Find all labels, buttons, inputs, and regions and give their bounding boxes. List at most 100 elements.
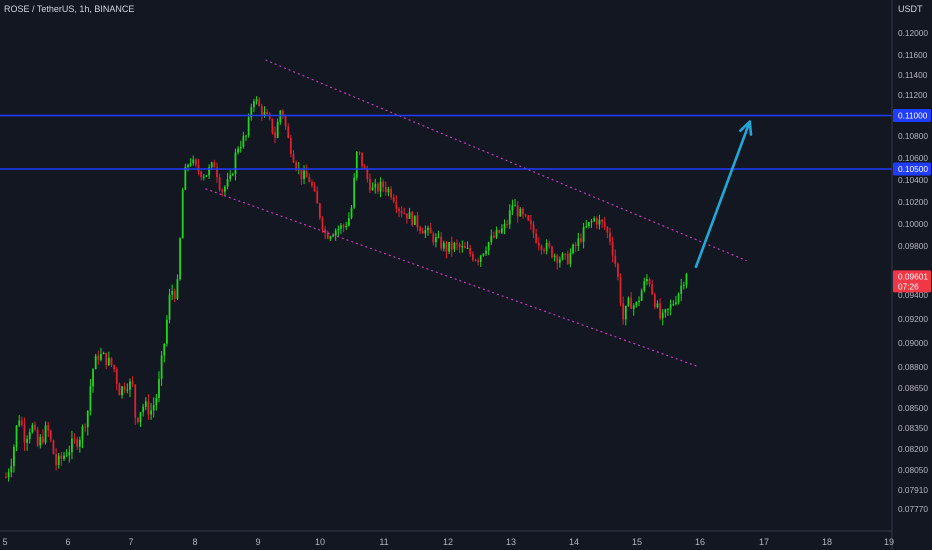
candle-161 [429,223,432,234]
y-tick-label: 0.08200 [898,444,928,454]
candle-174 [464,242,466,249]
candle-47 [129,378,131,398]
candle-236 [627,296,630,307]
candle-112 [300,168,303,185]
channel-upper-line[interactable] [265,59,747,262]
candle-5 [18,415,21,427]
x-tick-label: 6 [65,537,70,547]
y-tick-label: 0.10600 [898,153,928,163]
candle-65 [176,274,179,301]
candle-94 [253,98,255,113]
x-tick-label: 8 [192,537,197,547]
candle-142 [379,177,382,198]
x-tick-label: 16 [695,537,705,547]
candle-23 [65,449,68,457]
candle-245 [651,279,654,296]
y-tick-label: 0.12000 [898,28,928,38]
candle-140 [374,178,377,194]
candle-123 [329,235,332,241]
candle-204 [543,247,545,254]
y-tick-label: 0.10800 [898,131,928,141]
candle-114 [305,164,308,178]
candle-6 [20,416,23,427]
candle-250 [664,308,667,318]
y-tick-label: 0.11200 [898,90,928,100]
candle-217 [577,232,580,251]
candle-152 [406,213,408,224]
candle-149 [398,207,400,218]
candle-214 [569,248,572,268]
price-axis[interactable]: 0.12000 0.11600 0.11400 0.11200 0.10800 0.106… [898,28,928,514]
candle-97 [260,103,263,121]
candle-211 [561,252,564,261]
candle-187 [498,229,501,234]
projection-arrow[interactable] [694,120,753,269]
candle-255 [677,292,680,305]
candle-8 [26,435,28,451]
candle-10 [31,422,34,434]
candle-99 [266,109,269,115]
y-tick-label: 0.07910 [898,485,928,495]
y-tick-label: 0.11600 [898,50,928,60]
svg-text:0.11000: 0.11000 [898,111,928,121]
candle-147 [392,193,395,204]
candle-16 [47,422,50,437]
candle-127 [340,223,342,234]
candle-166 [442,240,445,252]
candle-45 [123,382,126,394]
horizontal-levels[interactable] [0,114,892,170]
candle-0 [5,472,7,479]
candle-35 [97,350,100,365]
candle-191 [508,204,511,230]
x-tick-label: 19 [884,537,894,547]
candle-234 [622,296,625,325]
candle-46 [126,383,129,394]
candle-156 [416,211,419,232]
candle-60 [163,343,166,363]
x-tick-label: 17 [759,537,769,547]
candle-88 [237,146,239,155]
candle-17 [49,429,52,443]
svg-text:0.10500: 0.10500 [898,164,928,174]
candle-227 [603,216,606,231]
candle-150 [400,206,403,218]
x-tick-label: 12 [443,537,453,547]
candle-199 [529,215,532,230]
candle-105 [282,109,284,119]
candle-121 [324,225,327,239]
candle-93 [250,103,253,121]
candle-181 [482,253,485,257]
candle-32 [89,379,92,416]
symbol-title: ROSE / TetherUS, 1h, BINANCE [4,4,135,14]
candle-165 [440,232,443,251]
candle-41 [113,364,116,373]
y-tick-label: 0.08800 [898,362,928,372]
candle-9 [28,428,31,444]
candle-172 [458,242,461,254]
candle-77 [208,164,210,179]
candle-210 [558,256,561,268]
candle-225 [598,214,601,230]
candle-241 [640,288,643,302]
candle-148 [395,195,398,213]
candle-22 [63,451,65,462]
candle-68 [184,163,187,190]
candle-220 [585,220,588,229]
candle-158 [421,227,424,234]
candle-154 [411,210,414,227]
candle-102 [274,126,276,144]
time-axis[interactable]: 5 6 7 8 9 10 11 12 13 14 15 16 17 18 19 [2,537,894,547]
candle-253 [672,300,675,307]
candle-226 [601,218,603,228]
arrow-shaft[interactable] [694,120,752,269]
descending-channel[interactable] [205,59,747,368]
candle-128 [342,223,345,233]
candle-167 [445,240,448,259]
candle-193 [514,198,516,207]
candle-228 [606,226,609,239]
candle-122 [326,230,329,240]
arrow-head[interactable] [739,120,753,136]
candle-185 [493,231,495,239]
